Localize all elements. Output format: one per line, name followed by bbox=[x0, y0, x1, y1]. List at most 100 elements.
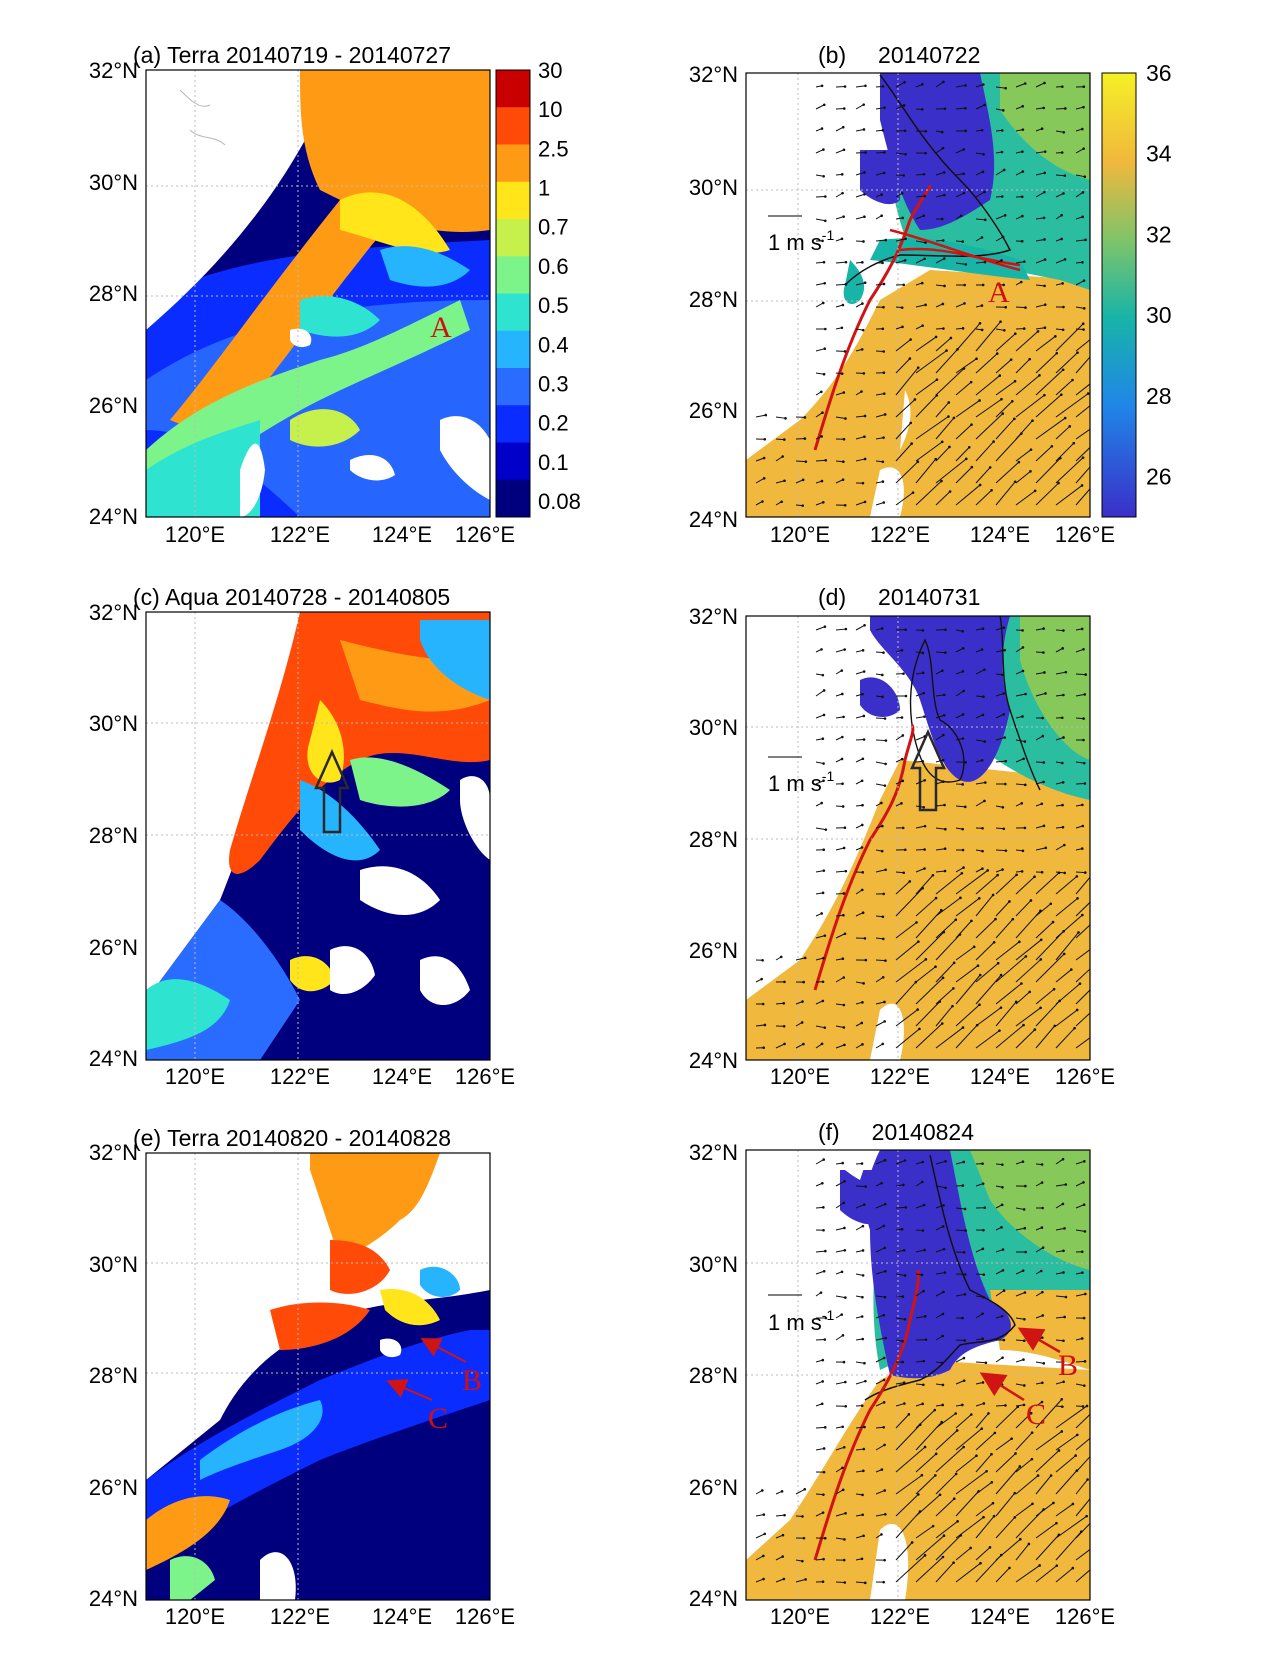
current-vector bbox=[1015, 1383, 1025, 1386]
current-vector bbox=[835, 1381, 846, 1385]
current-vector bbox=[915, 909, 942, 939]
current-vector-head bbox=[986, 869, 990, 872]
current-vector-head bbox=[860, 1557, 864, 1561]
panel-d: (d) 20140731 1 m s-1 32°N 30°N 28°N 26°N… bbox=[689, 584, 1115, 1089]
current-vector-head bbox=[1016, 1405, 1020, 1409]
current-vector bbox=[1075, 356, 1090, 374]
current-vector-head bbox=[909, 338, 912, 341]
current-vector bbox=[1015, 783, 1026, 786]
current-vector bbox=[935, 1204, 944, 1209]
current-vector-head bbox=[924, 129, 928, 133]
current-vector bbox=[935, 1291, 944, 1297]
current-vector bbox=[895, 1414, 910, 1429]
colorbar-frame bbox=[495, 69, 531, 518]
current-vector-head bbox=[823, 347, 827, 351]
current-vector-head bbox=[822, 1228, 825, 1232]
current-vector bbox=[1015, 1292, 1026, 1297]
current-vector bbox=[955, 358, 977, 374]
current-vector-head bbox=[1023, 740, 1027, 743]
current-vector bbox=[935, 1248, 945, 1253]
current-vector-head bbox=[1022, 1339, 1026, 1342]
current-vector bbox=[975, 261, 986, 264]
current-vector-head bbox=[862, 670, 866, 673]
current-vector bbox=[835, 261, 847, 264]
current-vector-head bbox=[902, 283, 906, 287]
current-vector bbox=[795, 1488, 806, 1495]
current-vector-head bbox=[761, 500, 764, 503]
current-vector bbox=[895, 921, 917, 939]
current-vector bbox=[915, 977, 944, 1005]
current-vector-head bbox=[914, 980, 918, 984]
current-vector-head bbox=[943, 284, 946, 288]
current-vector-head bbox=[861, 911, 865, 914]
current-vector-head bbox=[1098, 941, 1101, 944]
current-vector-head bbox=[970, 423, 973, 426]
colorbar-tick-label: 30 bbox=[1146, 302, 1172, 328]
current-vector-head bbox=[862, 982, 865, 985]
current-vector-head bbox=[1055, 1564, 1059, 1567]
colorbar-tick-label: 32 bbox=[1146, 221, 1172, 247]
current-vector bbox=[995, 941, 1020, 961]
current-vector-head bbox=[1041, 1290, 1044, 1294]
current-vector-head bbox=[967, 445, 971, 449]
current-vector-head bbox=[942, 693, 946, 697]
current-vector-head bbox=[1057, 871, 1061, 875]
current-vector-head bbox=[1013, 417, 1016, 421]
current-vector-head bbox=[922, 805, 926, 809]
current-vector bbox=[875, 959, 886, 962]
current-vector-head bbox=[821, 1181, 824, 1185]
current-vector-head bbox=[900, 757, 904, 761]
current-vector-head bbox=[860, 846, 864, 849]
current-vector-head bbox=[880, 627, 884, 630]
current-vector-head bbox=[1021, 849, 1025, 853]
current-vector-head bbox=[942, 1247, 946, 1251]
current-vector-head bbox=[783, 1513, 786, 1517]
panel-f-scale-label: 1 m s-1 bbox=[768, 1307, 834, 1335]
current-vector bbox=[895, 887, 924, 917]
current-vector-head bbox=[862, 1203, 866, 1206]
colorbar-tick-label: 2.5 bbox=[538, 136, 569, 161]
current-vector bbox=[1035, 1361, 1044, 1364]
current-vector-head bbox=[1000, 195, 1004, 198]
current-vector-head bbox=[1081, 215, 1085, 219]
current-vector bbox=[835, 1227, 845, 1231]
current-vector bbox=[1055, 1316, 1065, 1319]
current-vector-head bbox=[1060, 393, 1063, 396]
current-vector bbox=[995, 359, 1012, 374]
current-vector-head bbox=[822, 1447, 826, 1450]
panel-f-label-c: C bbox=[1026, 1398, 1046, 1431]
current-vector-head bbox=[942, 1204, 945, 1207]
current-vector bbox=[875, 1379, 885, 1385]
lat-tick: 26°N bbox=[689, 398, 738, 423]
current-vector bbox=[1055, 393, 1089, 418]
current-vector-head bbox=[956, 347, 959, 351]
current-vector-head bbox=[940, 479, 943, 483]
current-vector-head bbox=[844, 1296, 847, 1299]
current-vector bbox=[955, 1380, 965, 1385]
current-vector bbox=[955, 466, 973, 484]
current-vector-head bbox=[962, 866, 965, 869]
current-vector-head bbox=[992, 940, 996, 944]
current-vector-head bbox=[975, 1454, 978, 1458]
current-vector bbox=[1055, 932, 1079, 961]
current-vector-head bbox=[1001, 673, 1004, 677]
current-vector bbox=[815, 282, 825, 286]
current-vector-head bbox=[821, 500, 825, 504]
current-vector-head bbox=[954, 1412, 957, 1415]
current-vector-head bbox=[1040, 870, 1044, 874]
current-vector-head bbox=[1028, 357, 1031, 361]
current-vector bbox=[975, 191, 985, 198]
current-vector-head bbox=[942, 171, 946, 174]
current-vector-head bbox=[981, 713, 985, 717]
current-vector bbox=[915, 779, 925, 785]
current-vector-head bbox=[820, 127, 824, 130]
current-vector-head bbox=[883, 151, 886, 154]
current-vector-head bbox=[1094, 963, 1097, 966]
current-vector bbox=[875, 239, 886, 242]
current-vector-head bbox=[821, 301, 825, 305]
current-vector-head bbox=[1020, 982, 1023, 985]
current-vector-head bbox=[1095, 424, 1098, 427]
current-vector bbox=[935, 258, 945, 264]
current-vector bbox=[935, 872, 963, 895]
current-vector bbox=[935, 1005, 953, 1027]
